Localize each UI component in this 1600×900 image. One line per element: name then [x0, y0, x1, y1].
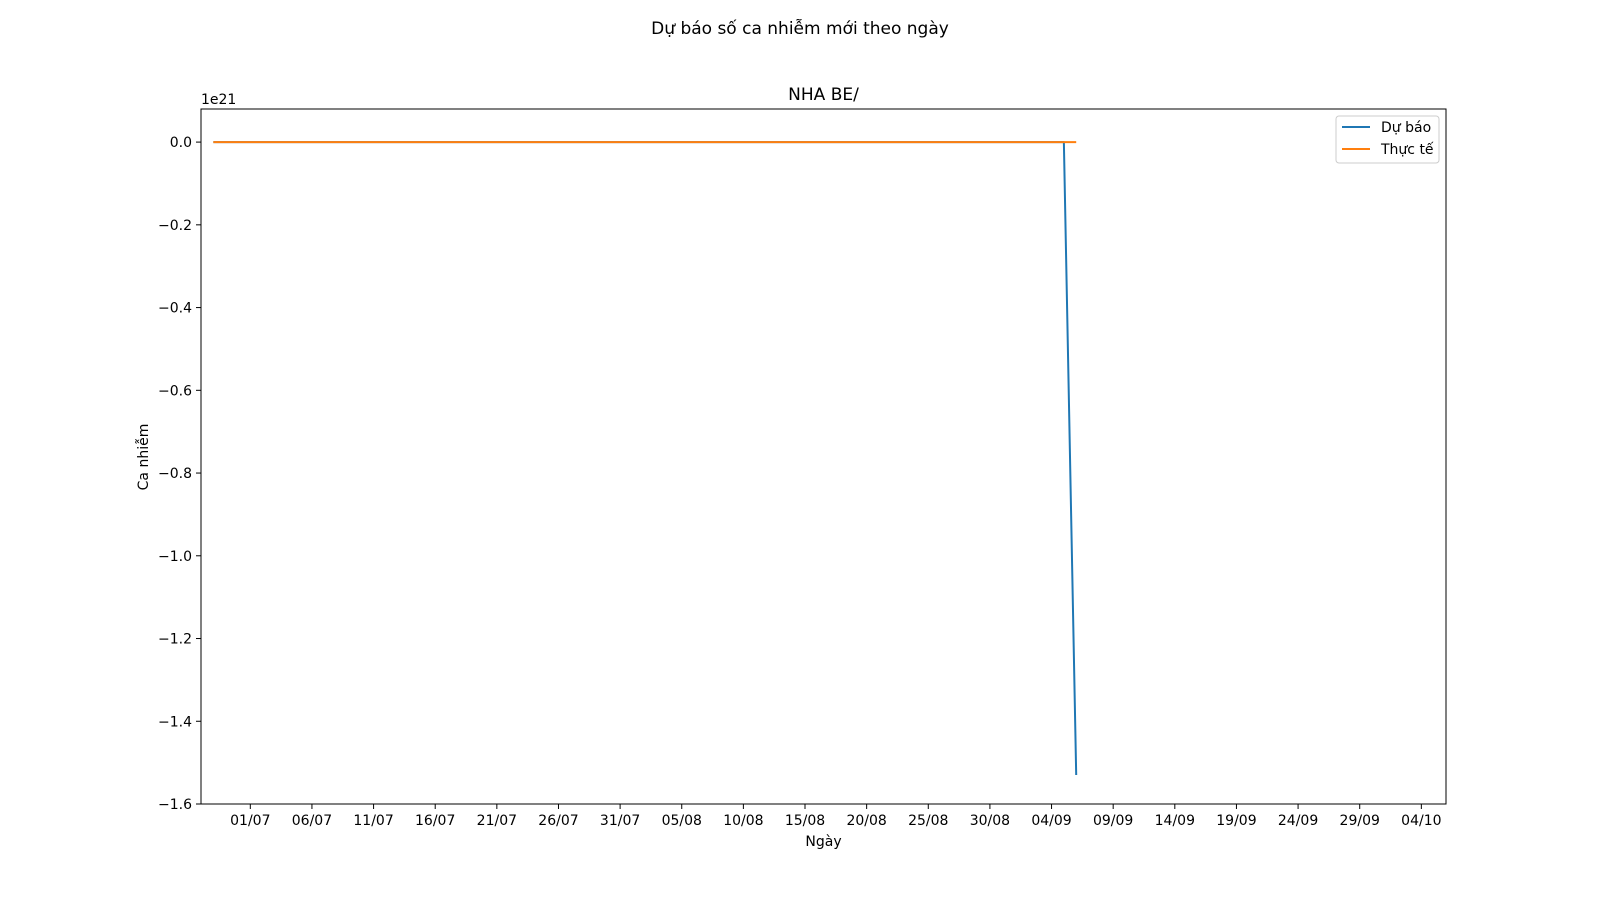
x-tick-label: 04/09 [1031, 813, 1071, 829]
x-tick-label: 05/08 [662, 813, 702, 829]
x-tick-label: 24/09 [1278, 813, 1318, 829]
legend-label-du-bao: Dự báo [1381, 120, 1431, 136]
x-tick-label: 04/10 [1401, 813, 1441, 829]
legend: Dự báo Thực tế [1335, 115, 1440, 164]
y-tick-label: −1.2 [158, 632, 192, 648]
x-tick-label: 09/09 [1093, 813, 1133, 829]
y-tick-label: −1.4 [158, 714, 192, 730]
x-tick-label: 21/07 [477, 813, 517, 829]
y-tick-label: −1.0 [158, 549, 192, 565]
x-tick-label: 14/09 [1155, 813, 1195, 829]
series-layer [213, 141, 1078, 776]
x-tick-label: 01/07 [230, 813, 270, 829]
x-axis-ticks: 01/07 06/07 11/07 16/07 21/07 26/07 31/07 05/08… [230, 804, 1442, 829]
x-tick-label: 25/08 [908, 813, 948, 829]
x-tick-label: 15/08 [785, 813, 825, 829]
x-tick-label: 06/07 [292, 813, 332, 829]
y-tick-label: −0.4 [158, 301, 192, 317]
y-axis-label: Ca nhiễm [135, 424, 152, 491]
y-tick-label: 0.0 [170, 135, 192, 151]
y-tick-label: −1.6 [158, 797, 192, 813]
chart-title: NHA BE/ [788, 85, 859, 105]
y-tick-label: −0.2 [158, 218, 192, 234]
x-tick-label: 10/08 [723, 813, 763, 829]
y-offset-label: 1e21 [201, 92, 236, 108]
x-tick-label: 26/07 [538, 813, 578, 829]
y-tick-label: −0.8 [158, 466, 192, 482]
y-axis-ticks: 0.0 −0.2 −0.4 −0.6 −0.8 −1.0 −1.2 −1.4 −1.6 [158, 135, 201, 813]
x-tick-label: 16/07 [415, 813, 455, 829]
y-tick-label: −0.6 [158, 383, 192, 399]
x-axis-label: Ngày [805, 834, 841, 850]
x-tick-label: 31/07 [600, 813, 640, 829]
plot-area [200, 108, 1447, 805]
plot-frame [200, 108, 1447, 805]
x-tick-label: 19/09 [1216, 813, 1256, 829]
x-tick-label: 11/07 [353, 813, 393, 829]
x-tick-label: 29/09 [1340, 813, 1380, 829]
legend-label-thuc-te: Thực tế [1380, 141, 1434, 158]
x-tick-label: 20/08 [846, 813, 886, 829]
figure-title: Dự báo số ca nhiễm mới theo ngày [651, 18, 949, 39]
x-tick-label: 30/08 [970, 813, 1010, 829]
